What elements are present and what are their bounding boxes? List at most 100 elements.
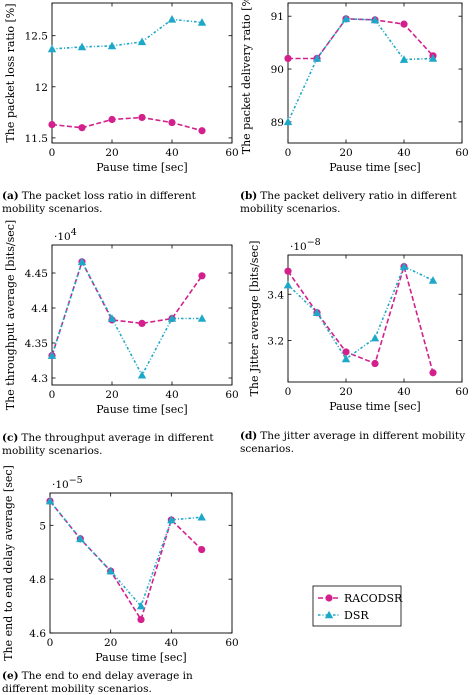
- data-point-dsr: [167, 15, 177, 23]
- data-point-dsr: [77, 42, 87, 51]
- x-tick-label: 60: [225, 147, 238, 159]
- data-point-dsr: [197, 512, 206, 521]
- chart-d-frame: [287, 254, 463, 383]
- data-point-dsr: [283, 280, 293, 289]
- caption-e-text: The end to end delay average in differen…: [2, 670, 193, 695]
- x-tick-label: 40: [165, 147, 178, 159]
- caption-a: (a) The packet loss ratio in different mo…: [2, 190, 234, 216]
- legend-marker: [324, 610, 334, 619]
- caption-c-label: (c): [2, 432, 19, 444]
- data-point-dsr: [312, 308, 322, 317]
- data-point-dsr: [341, 14, 351, 23]
- x-tick-label: 60: [225, 389, 238, 401]
- series-line-dsr: [51, 18, 203, 50]
- data-point-dsr: [76, 534, 85, 543]
- chart-a-frame: [51, 2, 233, 144]
- caption-c: (c) The throughput average in different m…: [2, 432, 234, 458]
- data-point-dsr: [47, 44, 57, 53]
- y-axis-label: The Jitter average [bits/sec]: [248, 241, 261, 397]
- y-tick-label: 3.4: [267, 289, 284, 301]
- data-point-dsr: [106, 566, 115, 575]
- data-point-dsr: [399, 262, 409, 270]
- data-point-dsr: [283, 117, 293, 126]
- data-point-dsr: [137, 37, 147, 46]
- x-tick-label: 0: [49, 147, 56, 159]
- caption-b-label: (b): [240, 190, 258, 202]
- y-tick-label: 12.5: [25, 31, 48, 43]
- chart-d: 0 20 40 60 3.2 3.4 Pause time [sec] The Jitter …: [248, 237, 469, 413]
- x-axis-label: Pause time [sec]: [329, 161, 420, 174]
- series-line-racodsr: [51, 116, 203, 132]
- chart-a: 0 20 40 60 11.5 12 12.5 Pause time [sec] The pac…: [4, 2, 239, 174]
- series-line-dsr: [51, 259, 202, 377]
- series-line-dsr: [287, 17, 434, 123]
- data-point-racodsr: [284, 267, 292, 275]
- data-point-dsr: [47, 351, 57, 359]
- data-point-dsr: [197, 314, 207, 322]
- legend-entry-dsr: DSR: [344, 609, 369, 622]
- caption-e-label: (e): [2, 670, 19, 682]
- legend-marker: [325, 594, 333, 602]
- y-axis-label: The packet delivery ratio [%]: [240, 0, 253, 154]
- caption-b: (b) The packet delivery ratio in differen…: [240, 190, 472, 216]
- x-tick-label: 40: [165, 389, 178, 401]
- y-tick-label: 89: [271, 117, 284, 129]
- x-axis-label: Pause time [sec]: [96, 403, 187, 416]
- x-axis-label: Pause time [sec]: [96, 161, 187, 174]
- series-line-racodsr: [51, 259, 203, 356]
- x-axis-label: Pause time [sec]: [329, 400, 420, 413]
- y-axis-label: The end to end delay average [sec]: [2, 465, 15, 661]
- data-point-dsr: [167, 515, 176, 524]
- data-point-dsr: [167, 314, 177, 322]
- series-line-racodsr: [49, 500, 203, 622]
- data-point-racodsr: [138, 113, 146, 122]
- x-tick-label: 40: [397, 147, 410, 159]
- y-axis-label: The throughput average [bits/sec]: [4, 220, 17, 410]
- data-point-racodsr: [48, 121, 56, 129]
- x-tick-label: 20: [105, 147, 118, 159]
- chart-e: 0 20 40 60 4.6 4.8 5 Pause time [sec] The end to…: [2, 465, 239, 664]
- data-point-racodsr: [198, 272, 206, 280]
- y-exponent-label: ·104: [54, 227, 77, 243]
- caption-d: (d) The jitter average in different mobil…: [240, 430, 472, 456]
- chart-e-frame: [49, 492, 233, 634]
- data-point-dsr: [370, 15, 380, 24]
- y-tick-label: 4.8: [29, 574, 46, 586]
- data-point-racodsr: [168, 118, 176, 127]
- data-point-dsr: [137, 370, 147, 379]
- chart-b: 0 20 40 60 89 90 91 Pause time [sec] The packet …: [240, 0, 469, 174]
- data-point-dsr: [428, 276, 438, 284]
- y-tick-label: 4.4: [31, 303, 48, 315]
- caption-c-text: The throughput average in different mobi…: [2, 432, 214, 457]
- series-line-racodsr: [288, 17, 434, 60]
- y-tick-label: 91: [271, 11, 284, 23]
- x-tick-label: 20: [104, 637, 117, 649]
- chart-c-frame: [51, 244, 233, 386]
- data-point-dsr: [312, 54, 322, 62]
- legend: RACODSR DSR: [312, 585, 403, 627]
- chart-b-frame: [287, 2, 463, 144]
- y-tick-label: 4.6: [29, 628, 46, 640]
- x-tick-label: 60: [455, 386, 468, 398]
- data-point-racodsr: [198, 127, 206, 135]
- x-tick-label: 20: [339, 386, 352, 398]
- data-point-racodsr: [138, 319, 146, 327]
- data-point-dsr: [45, 496, 55, 505]
- legend-box: [312, 585, 402, 627]
- x-axis-label: Pause time [sec]: [95, 651, 186, 664]
- data-point-dsr: [341, 354, 351, 363]
- y-tick-label: 5: [39, 520, 46, 532]
- y-tick-label: 12: [35, 82, 48, 94]
- data-point-dsr: [428, 54, 438, 62]
- data-point-racodsr: [284, 54, 292, 63]
- x-tick-label: 0: [285, 386, 292, 398]
- series-line-dsr: [49, 500, 202, 608]
- caption-a-text: The packet loss ratio in different mobil…: [2, 190, 196, 215]
- y-exponent-label: ·10−5: [52, 475, 83, 491]
- caption-e: (e) The end to end delay average in diffe…: [2, 670, 234, 695]
- y-exponent-label: ·10−8: [290, 237, 321, 253]
- x-tick-label: 0: [285, 147, 292, 159]
- data-point-dsr: [370, 333, 380, 342]
- y-tick-label: 90: [271, 64, 284, 76]
